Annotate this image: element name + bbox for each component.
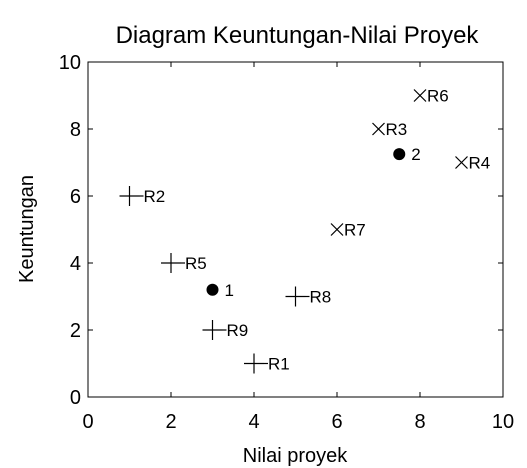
y-tick-label: 2 bbox=[70, 320, 81, 342]
point-R6: R6 bbox=[413, 87, 449, 106]
point-label: R3 bbox=[386, 120, 408, 139]
x-tick-label: 6 bbox=[331, 411, 342, 433]
y-tick-label: 10 bbox=[59, 52, 81, 74]
x-tick-label: 0 bbox=[82, 411, 93, 433]
point-label: R7 bbox=[344, 221, 366, 240]
point-label: R5 bbox=[185, 254, 207, 273]
point-R4: R4 bbox=[455, 154, 491, 173]
plot-area bbox=[87, 61, 504, 398]
cross-marker-b bbox=[330, 223, 344, 236]
y-tick-label: 8 bbox=[70, 119, 81, 141]
point-label: R4 bbox=[469, 154, 491, 173]
y-axis: 0 2 4 6 8 10 bbox=[59, 52, 503, 409]
point-label: R1 bbox=[268, 355, 290, 374]
point-R8: R8 bbox=[285, 286, 332, 307]
point-label: R9 bbox=[227, 321, 249, 340]
y-tick-label: 6 bbox=[70, 186, 81, 208]
y-tick-label: 4 bbox=[70, 253, 81, 275]
point-label: R2 bbox=[144, 187, 166, 206]
point-label: 2 bbox=[411, 145, 420, 164]
point-label: 1 bbox=[225, 281, 234, 300]
y-axis-label: Keuntungan bbox=[16, 175, 38, 283]
point-R1: R1 bbox=[244, 353, 290, 374]
x-axis-label: Nilai proyek bbox=[243, 445, 348, 467]
point-R3: R3 bbox=[372, 120, 408, 139]
point-R7: R7 bbox=[330, 221, 366, 240]
point-label: R8 bbox=[310, 288, 332, 307]
point-2: 2 bbox=[393, 145, 421, 164]
y-tick-label: 0 bbox=[70, 387, 81, 409]
x-tick-label: 8 bbox=[414, 411, 425, 433]
x-tick-label: 4 bbox=[248, 411, 259, 433]
data-points: R1 R2 R5 R8 R9 R3 R4 R6 R7 1 2 bbox=[119, 87, 491, 374]
point-1: 1 bbox=[206, 281, 234, 300]
cross-marker-b bbox=[455, 156, 468, 169]
x-axis: 0 2 4 6 8 10 bbox=[82, 62, 514, 433]
centroid-marker bbox=[206, 283, 219, 296]
centroid-marker bbox=[393, 148, 406, 161]
x-tick-label: 10 bbox=[492, 411, 514, 433]
cross-marker-b bbox=[372, 122, 385, 136]
point-label: R6 bbox=[427, 87, 449, 106]
chart-title: Diagram Keuntungan-Nilai Proyek bbox=[116, 22, 480, 49]
point-R5: R5 bbox=[161, 253, 207, 273]
cross-marker-b bbox=[413, 89, 427, 102]
point-R2: R2 bbox=[119, 186, 166, 206]
x-tick-label: 2 bbox=[165, 411, 176, 433]
point-R9: R9 bbox=[202, 320, 249, 340]
